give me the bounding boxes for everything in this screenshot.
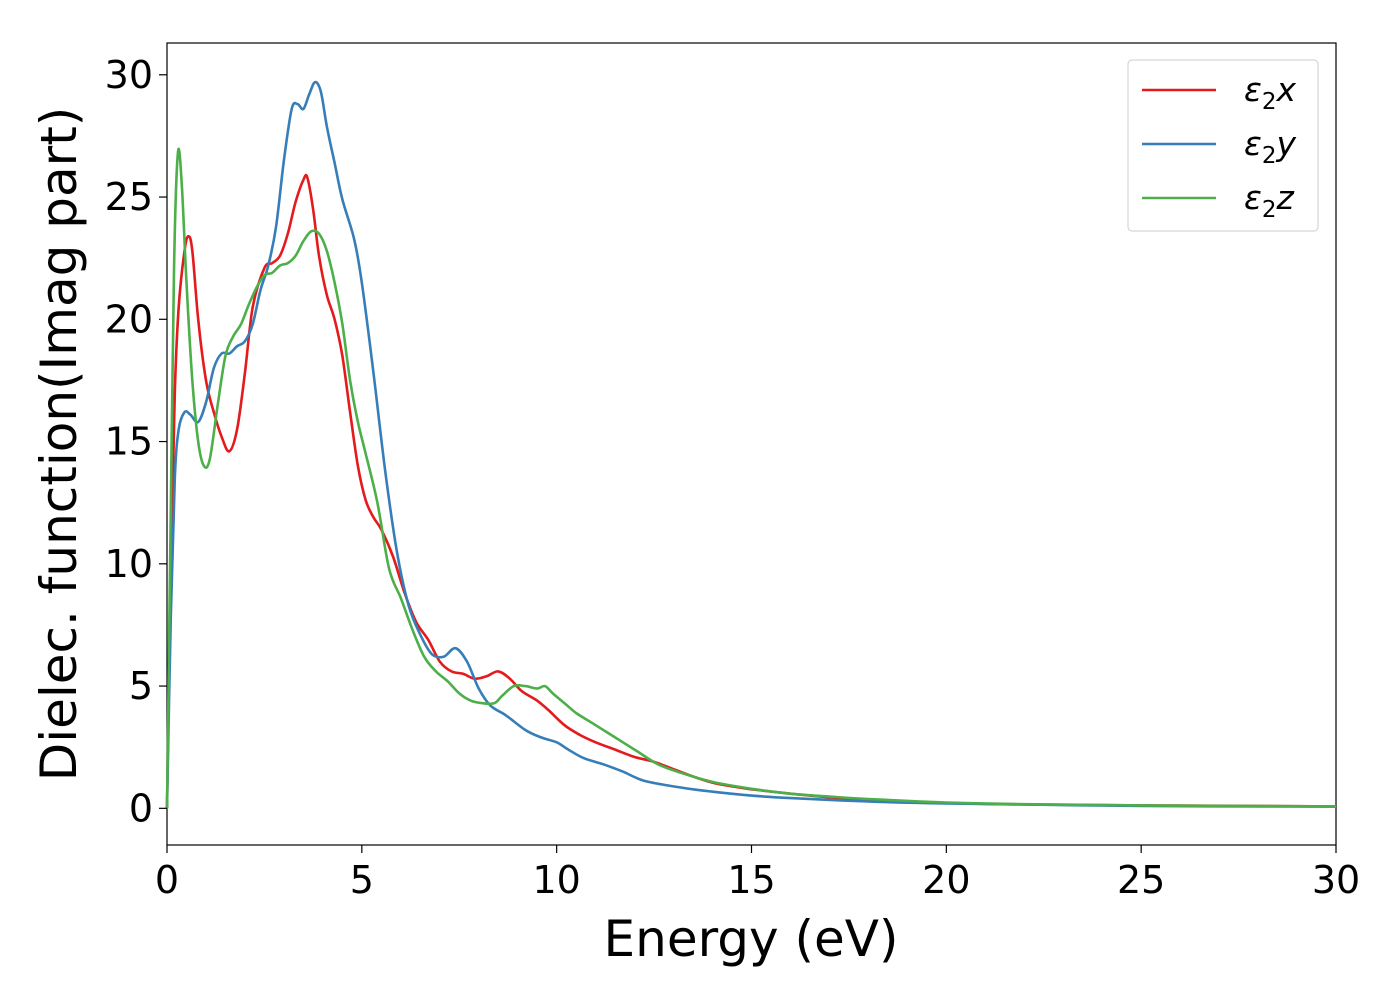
y-tick-label: 5 xyxy=(129,664,153,708)
y-tick-label: 10 xyxy=(105,542,153,586)
series-layer xyxy=(165,80,1337,809)
x-tick-label: 5 xyxy=(350,858,374,902)
legend-label-y: ε2y xyxy=(1244,124,1296,169)
legend: ε2x ε2y ε2z xyxy=(1127,59,1319,232)
legend-label-x: ε2x xyxy=(1244,70,1296,115)
y-tick-label: 30 xyxy=(105,53,153,97)
x-axis-ticks: 0 5 10 15 20 25 30 xyxy=(155,845,1360,902)
x-tick-label: 10 xyxy=(532,858,580,902)
y-tick-label: 0 xyxy=(129,786,153,830)
x-tick-label: 25 xyxy=(1117,858,1165,902)
series-line-y xyxy=(165,80,1337,809)
legend-items: ε2x ε2y ε2z xyxy=(1142,70,1296,223)
x-axis-label: Energy (eV) xyxy=(604,910,899,968)
legend-box xyxy=(1127,59,1319,232)
x-tick-label: 20 xyxy=(922,858,970,902)
series-line-z xyxy=(165,147,1337,809)
x-tick-label: 15 xyxy=(727,858,775,902)
y-tick-label: 15 xyxy=(105,420,153,464)
x-tick-label: 30 xyxy=(1312,858,1360,902)
x-tick-label: 0 xyxy=(155,858,179,902)
y-axis-label: Dielec. function(Imag part) xyxy=(30,107,88,782)
y-tick-label: 20 xyxy=(105,297,153,341)
y-tick-label: 25 xyxy=(105,175,153,219)
y-axis-ticks: 0 5 10 15 20 25 30 xyxy=(105,53,167,830)
legend-label-z: ε2z xyxy=(1244,178,1294,223)
